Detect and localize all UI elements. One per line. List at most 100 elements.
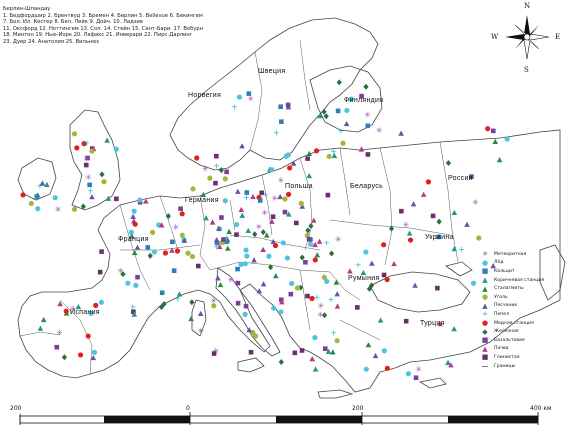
country-label-poland: Польша [285,183,313,190]
sample-point [366,285,373,292]
sample-point: ✳ [56,329,63,338]
sample-point: + [84,138,91,147]
legend-item: ● Лёд [480,259,568,268]
compass-e: E [555,33,561,41]
legend-item: ✳ Метеоритная [480,250,568,259]
sample-point [271,305,277,311]
sample-point: ✳ [376,126,383,135]
sample-point [243,247,249,253]
sample-point [420,191,427,197]
legend-item: ◆ Железная [480,327,568,336]
sample-point [105,195,112,201]
sample-point [298,284,304,291]
sample-point [131,309,136,315]
sample-point [194,155,200,161]
sample-point [272,242,279,249]
sample-point [330,349,336,355]
sample-point [312,241,318,248]
sample-point [89,194,95,200]
sample-point [165,213,171,220]
sample-point [52,195,58,201]
sample-point [190,186,196,192]
black-sea-coast [369,271,471,313]
sample-point [234,232,239,237]
sample-point [213,236,220,243]
note-line: 23. Дувр 24. Анатолия 25. Вильнюс [3,38,100,45]
sample-point [309,356,316,362]
sample-point [334,338,340,344]
sample-point: + [330,329,337,338]
sample-point [132,221,138,227]
sample-point [253,333,259,339]
country-label-sweden: Швеция [258,68,286,75]
sample-point [74,145,80,151]
sample-point [225,245,231,251]
sample-point [290,160,297,166]
sample-point [384,365,390,371]
sample-point [128,233,135,239]
sample-point [89,148,95,154]
sample-point [314,252,321,258]
sample-point [238,261,244,268]
sicily-coast [237,357,265,373]
sample-point [279,297,284,303]
sample-point [282,196,288,202]
sample-point [101,179,107,185]
sample-point [321,108,327,115]
sample-point [234,188,241,194]
sample-point [188,315,194,322]
sample-point [250,329,256,336]
sample-point [83,162,89,168]
sample-point [336,79,342,86]
sample-point [143,198,149,204]
sample-point [326,153,332,160]
note-line: 18. Минтон 19. Нью-Йорк 20. Лафакс 21. И… [3,32,193,39]
sample-point [61,354,68,361]
sample-point [158,304,165,311]
sample-point [340,140,346,146]
sample-point [448,362,454,368]
sample-point [98,299,105,305]
asterisk-icon: ✳ [482,250,488,259]
sample-point [222,198,228,204]
sample-point [285,102,291,108]
sample-point [189,299,195,306]
sample-point [413,375,419,381]
sample-point [306,172,313,179]
sample-point [406,230,413,236]
sample-point [303,259,308,265]
sample-point [63,308,69,314]
italy-coast [215,267,281,357]
sample-point [282,209,288,215]
sample-point [169,247,175,253]
sample-point [226,228,232,234]
circle-icon: ● [481,319,489,328]
scale-label-0: 200 [10,405,22,412]
sample-point [403,318,409,324]
triangle-icon: ▲ [482,344,488,353]
sample-point [213,180,218,186]
sample-point [133,282,139,288]
country-label-germany: Германия [185,197,219,204]
sample-point [34,194,40,199]
sample-point [113,146,119,152]
sample-point [299,254,305,261]
sample-point [437,321,443,327]
legend-item: — Границы [480,362,568,371]
sample-point [436,218,442,225]
sampling-points: +✳++✳✳✳+✳✳++ ++✳✳+✳✳+ ✳✳++✳✳✳++++✳+✳✳✳✳✳✳✳… [20,79,510,381]
sample-point [359,93,364,99]
sample-point: + [213,162,220,171]
sample-point [266,253,272,259]
legend-label: Уголь [494,294,508,300]
sample-point: ✳ [317,311,324,320]
sample-point [245,227,252,233]
compass-n: N [524,2,531,10]
sample-point [305,293,310,299]
legend-item: ● Медная станция [480,319,568,328]
sample-point [174,248,181,254]
sample-point [131,249,138,256]
sample-point [369,260,375,266]
sample-point: ✳ [271,194,278,203]
diamond-icon: ◆ [482,327,488,336]
